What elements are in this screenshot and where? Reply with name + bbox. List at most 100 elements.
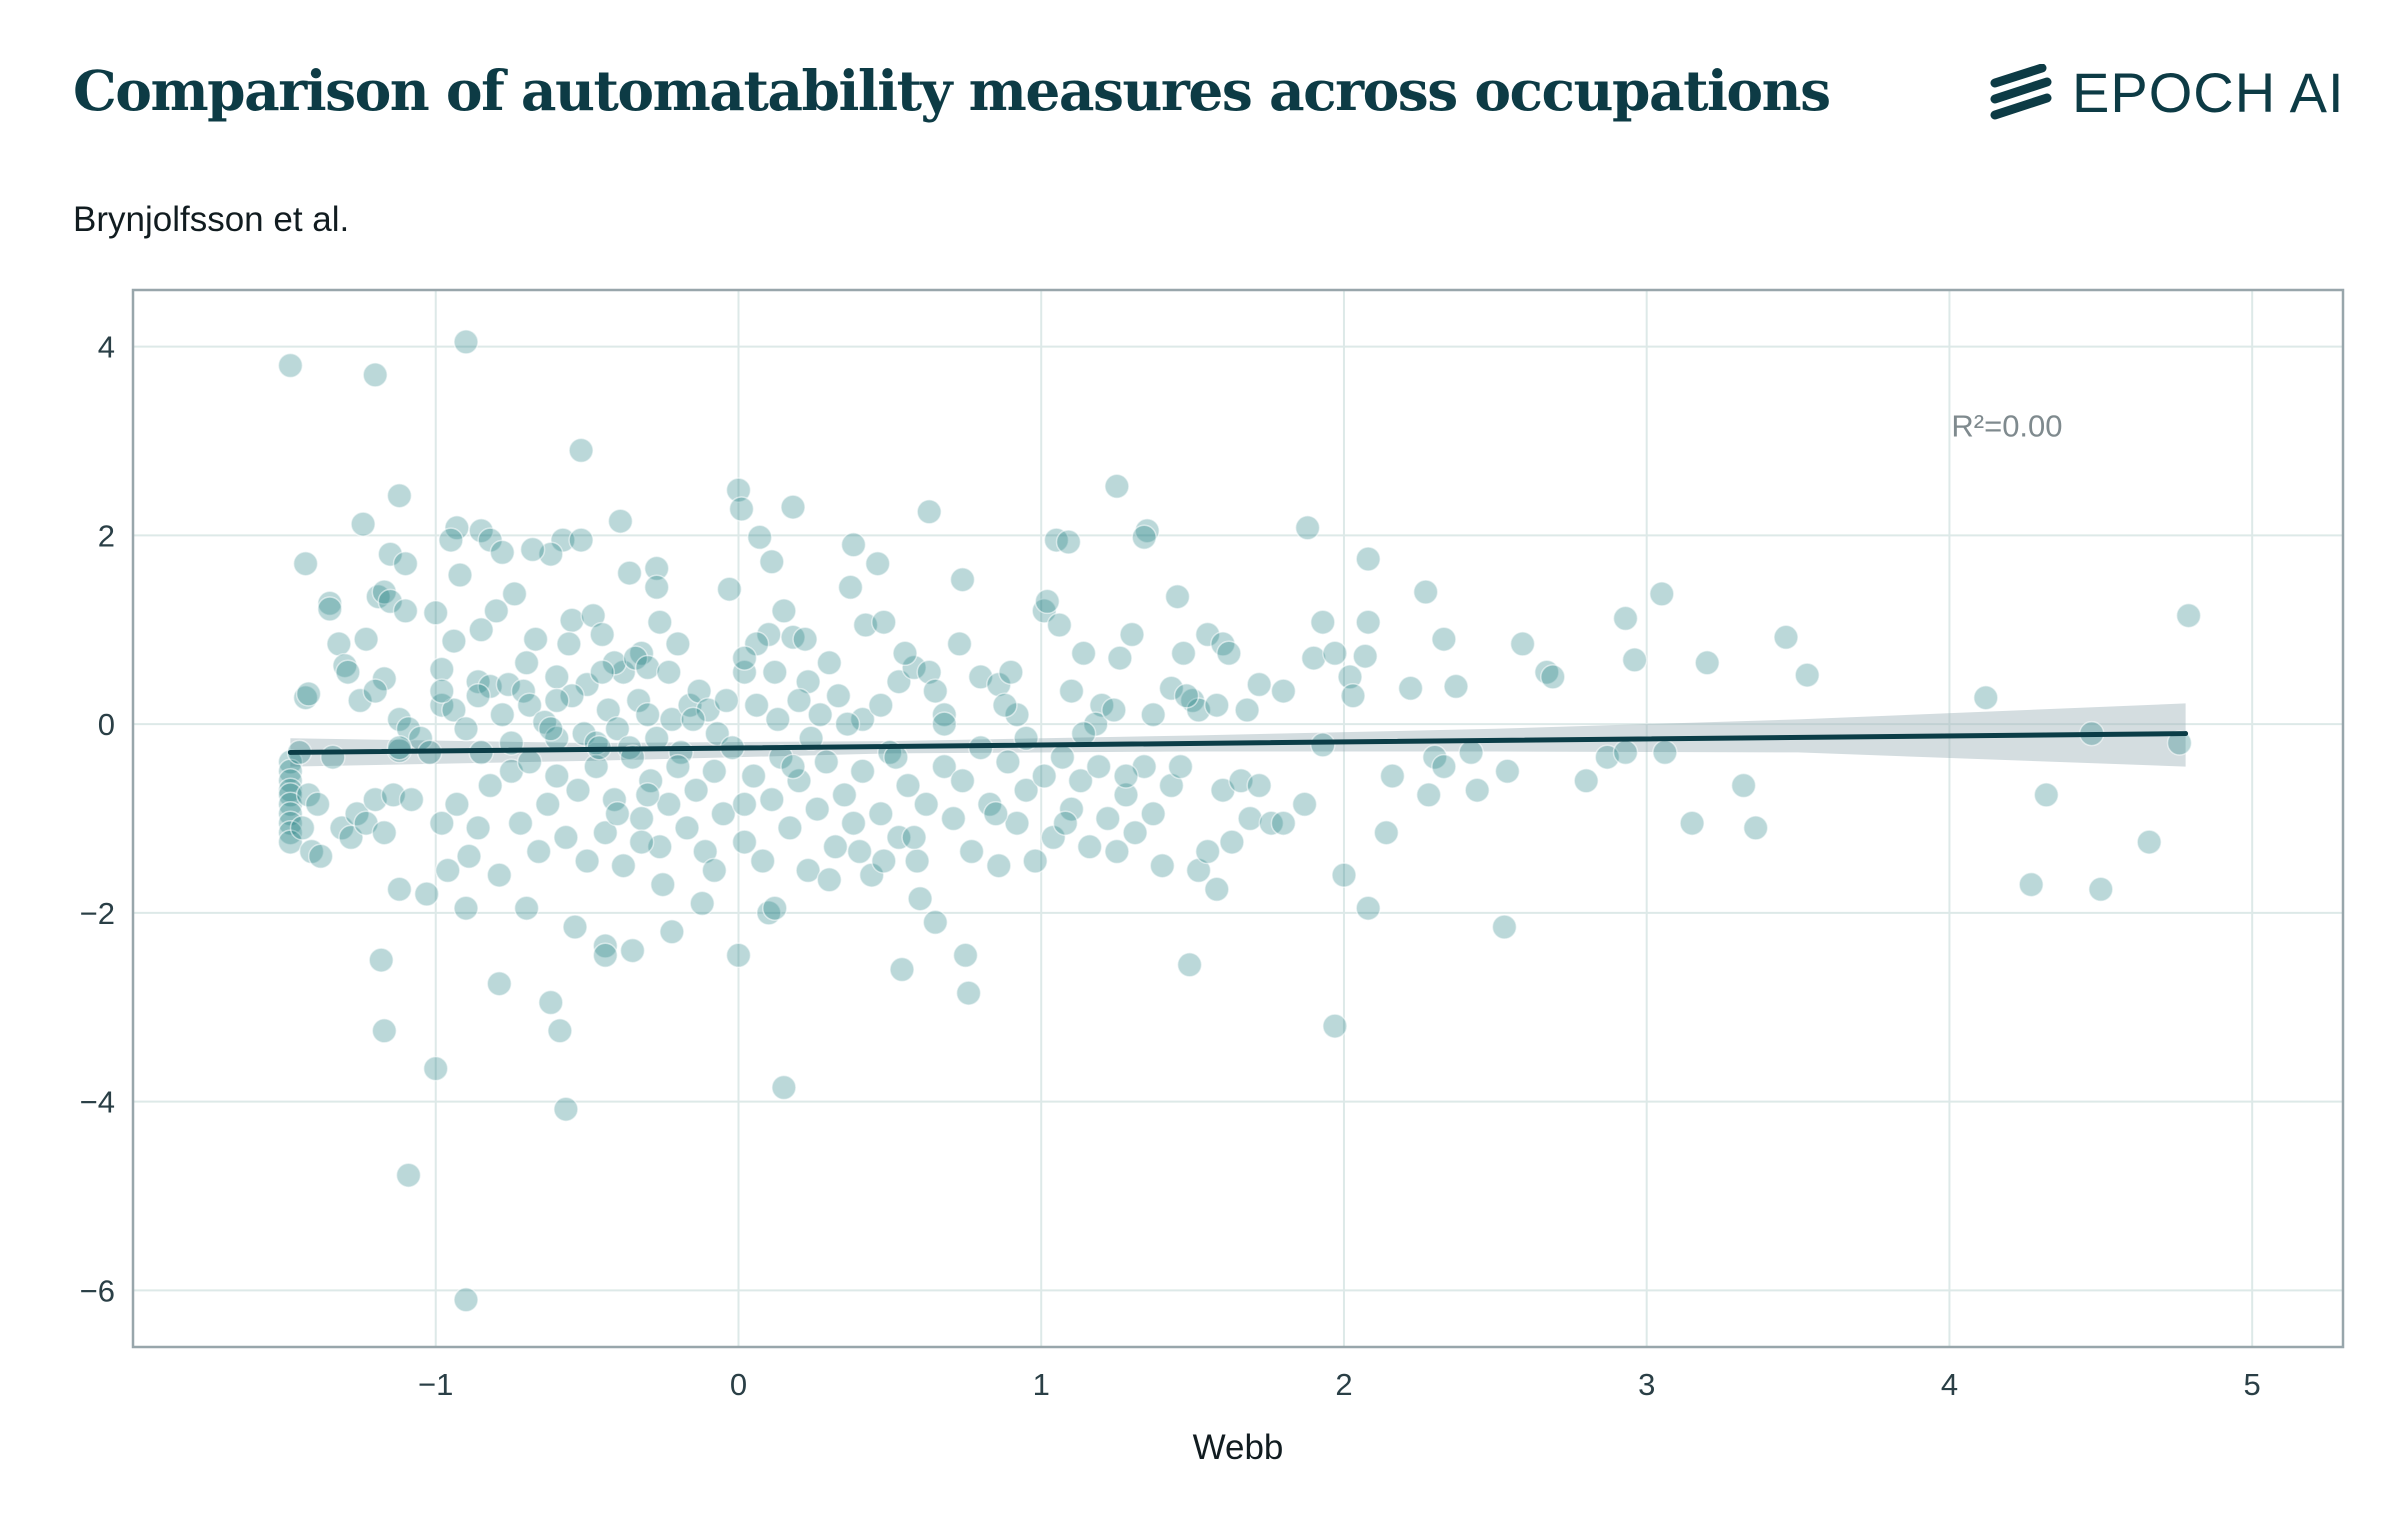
scatter-point [1237,805,1263,832]
scatter-point [998,659,1024,685]
scatter-point [592,942,619,969]
scatter-point [1621,647,1648,673]
scatter-point [665,753,691,780]
scatter-point [1612,605,1639,632]
scatter-point [429,810,455,836]
scatter-point [553,1096,579,1122]
scatter-point [1167,753,1194,780]
scatter-point [650,871,676,898]
scatter-point [525,838,552,865]
scatter-point [1415,782,1442,808]
scatter-point [1464,777,1490,803]
scatter-point [332,652,358,679]
scatter-point [295,782,322,808]
scatter-point [1352,643,1378,669]
scatter-point [659,706,685,733]
x-tick-label: 1 [1033,1367,1050,1402]
scatter-point [762,895,788,921]
scatter-point [2136,829,2162,855]
scatter-point [353,626,379,652]
plot-frame [131,288,2345,1349]
scatter-point [519,536,546,563]
scatter-point [386,482,413,509]
scatter-point [362,678,388,704]
scatter-point [1194,838,1221,865]
y-tick-label: −2 [80,896,115,931]
confidence-band-layer [290,703,2186,767]
scatter-point [317,596,343,622]
scatter-point [486,970,513,997]
scatter-point [864,550,891,577]
scatter-point [1140,801,1166,827]
scatter-point [1373,819,1400,846]
scatter-point [489,701,516,728]
scatter-point [901,654,927,681]
scatter-point [886,824,912,851]
scatter-point [892,640,918,667]
scatter-point [368,947,394,973]
scatter-point [513,895,540,921]
scatter-point [786,687,812,714]
scatter-point [344,801,370,827]
scatter-point [2088,876,2114,903]
scatter-point [2033,782,2060,808]
scatter-point [1679,810,1705,836]
scatter-point [574,848,600,874]
scatter-point [1742,815,1769,841]
scatter-point [1058,678,1085,704]
scatter-point [1104,473,1130,500]
scatter-point [377,588,404,615]
scatter-point [725,477,752,503]
scatter-point [1104,838,1130,865]
scatter-point [1140,701,1166,728]
scatter-point [553,824,579,851]
scatter-point [1355,609,1381,635]
scatter-point [453,895,479,921]
scatter-point [535,791,561,818]
scatter-point [1058,796,1085,822]
y-tick-label: −6 [80,1273,115,1308]
scatter-point [1149,852,1176,879]
scatter-point [1049,744,1076,770]
scatter-point [983,801,1009,827]
scatter-point [1322,1013,1348,1039]
scatter-point [716,576,743,602]
scatter-point [771,1074,797,1101]
scatter-point [1101,697,1127,723]
scatter-point [544,763,570,789]
scatter-point [616,560,643,586]
scatter-point [562,914,588,940]
scatter-point [1067,768,1094,794]
scatter-point [2166,730,2193,756]
scatter-point [559,607,585,634]
scatter-point [786,768,812,794]
scatter-point [453,716,479,742]
scatter-point [2018,871,2044,898]
scatter-point [647,609,673,635]
scatter-point [1113,763,1139,789]
scatter-point [849,758,876,785]
scatter-point [731,829,758,855]
scatter-point [634,701,661,728]
scatter-point [1158,675,1185,702]
scatter-point [665,631,691,657]
scatter-point [386,876,413,903]
scatter-point [619,937,646,964]
scatter-point [940,805,967,832]
scatter-point [986,852,1012,879]
x-tick-label: 5 [2244,1367,2261,1402]
scatter-point [780,494,806,520]
scatter-point [995,749,1021,775]
scatter-point [952,942,979,969]
scatter-point [295,681,322,707]
scatter-point [441,628,467,654]
scatter-point [759,549,785,575]
scatter-point [1204,876,1230,903]
scatter-point [1204,692,1230,718]
scatter-point [1122,819,1148,846]
scatter-point [1422,744,1448,770]
scatter-point [728,496,755,522]
scatter-point [395,1162,422,1188]
scatter-point [731,791,758,818]
scatter-point [837,574,864,601]
